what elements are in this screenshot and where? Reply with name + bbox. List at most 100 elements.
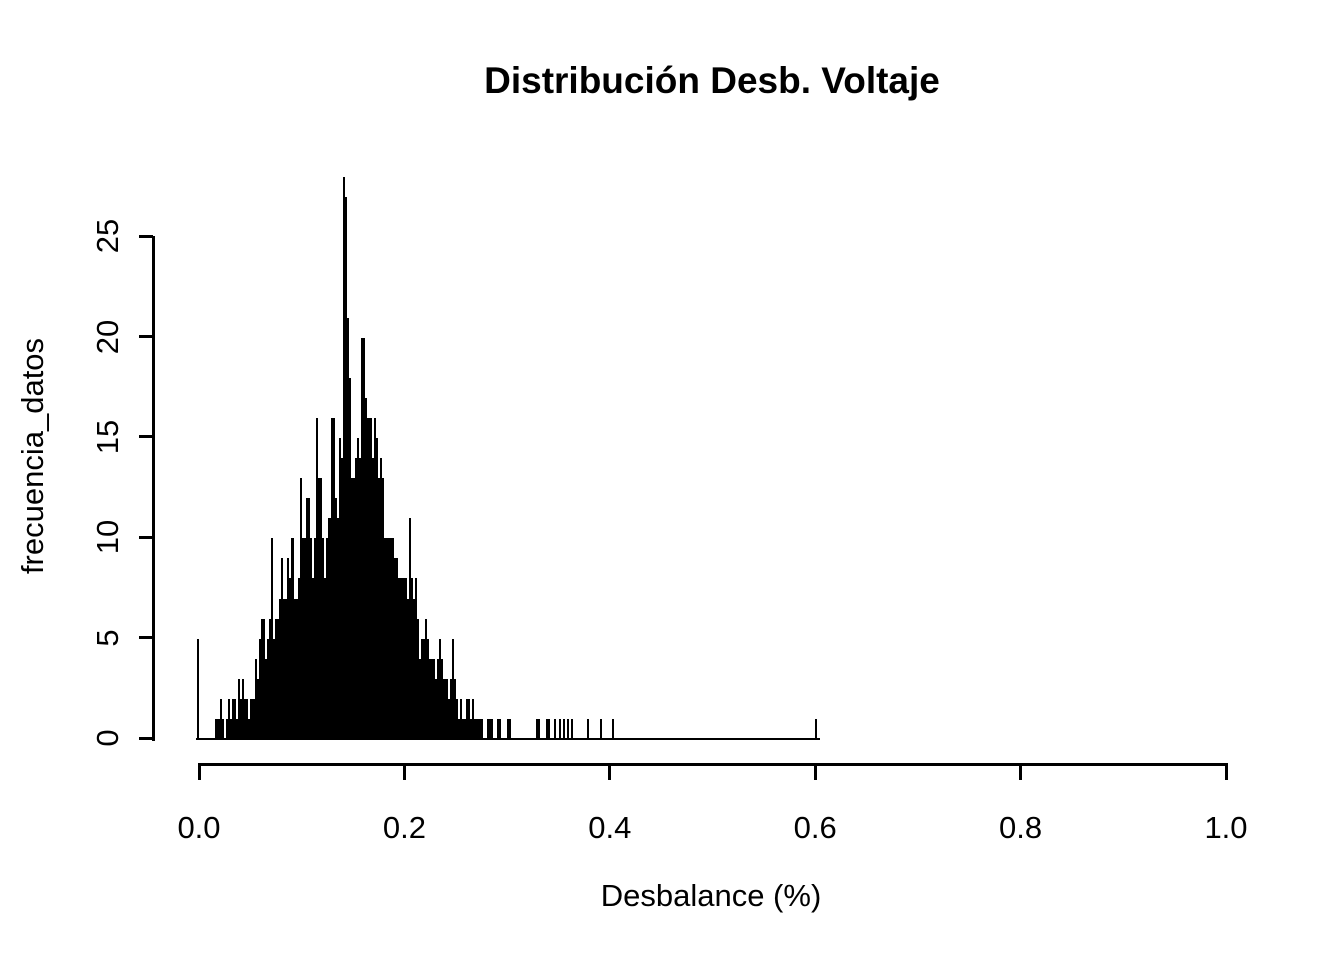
histogram-bar [491,719,493,739]
y-axis-label: frecuencia_datos [15,337,50,575]
histogram-bar [275,619,277,739]
histogram-bar [263,619,265,739]
histogram-bar [312,578,314,739]
histogram-bar [222,719,224,739]
histogram-bar [259,639,261,739]
histogram-bar [458,719,460,739]
histogram-bar [489,719,491,739]
histogram-bar [429,659,431,739]
histogram-bar [472,699,474,739]
histogram-bar [376,438,378,739]
histogram-baseline [196,738,820,740]
histogram-bar [417,619,419,739]
histogram-bar [197,639,199,739]
x-tick [1019,763,1023,780]
histogram-bar [372,458,374,739]
y-tick [139,335,153,339]
histogram-bar [345,197,347,739]
histogram-bar [277,619,279,739]
histogram-bar [394,558,396,739]
histogram-bar [600,719,602,739]
histogram-bar [347,318,349,739]
histogram-bar [337,518,339,739]
histogram-bar [361,338,363,739]
x-tick-label: 0.4 [588,810,632,845]
y-tick-label: 5 [90,628,125,647]
y-tick-label: 15 [90,419,125,455]
x-tick-label: 0.0 [177,810,221,845]
histogram-bar [384,538,386,739]
histogram-bar [448,699,450,739]
histogram-bar [480,719,483,739]
histogram-bar [587,719,589,739]
histogram-bar [257,679,259,739]
x-tick-label: 0.8 [999,810,1043,845]
histogram-bar [478,719,480,739]
histogram-bar [367,418,370,739]
y-tick [139,535,153,539]
histogram-bar [462,719,464,739]
x-tick [813,763,817,780]
histogram-bar [370,418,372,739]
histogram-bar [234,699,236,739]
histogram-bar [320,478,322,739]
histogram-bar [433,659,435,739]
y-tick [139,736,153,740]
histogram-bar [252,699,255,739]
chart-title: Distribución Desb. Voltaje [484,60,940,101]
histogram-bar [402,578,404,739]
histogram-bar [439,639,441,739]
histogram-bar [435,679,437,739]
histogram-bar [390,538,392,739]
histogram-bar [536,719,538,739]
histogram-bar [499,719,501,739]
histogram-bar [326,538,328,739]
histogram-bar [279,599,281,739]
histogram-bar [470,719,472,739]
histogram-bar [509,719,511,739]
histogram-bar [341,458,343,739]
histogram-bar [386,538,388,739]
histogram-bar [554,719,556,739]
histogram-bar [419,659,421,739]
histogram-bar [294,599,296,739]
histogram-bar [452,639,454,739]
histogram-bar [228,699,230,739]
histogram-bar [382,478,384,739]
histogram-bar [232,699,234,739]
histogram-bar [421,639,423,739]
histogram-bar [308,498,310,739]
histogram-bar [357,438,359,739]
x-tick [608,763,612,780]
histogram-bar [427,639,429,739]
histogram-bar [612,719,614,739]
histogram-bar [306,498,308,739]
histogram-bar [441,659,443,739]
x-axis-label: Desbalance (%) [600,878,822,913]
x-axis-line [198,763,1228,766]
histogram-bar [271,538,273,739]
histogram-bar [310,538,312,739]
histogram-bar [378,478,380,739]
histogram-bar [302,538,304,739]
y-axis-line [152,236,155,741]
histogram-bar [425,619,427,739]
x-tick [197,763,201,780]
histogram-bar [815,719,817,739]
histogram-bar [267,639,269,739]
histogram-bar [571,719,573,739]
x-tick [402,763,406,780]
histogram-bar [456,699,458,739]
histogram-bar [431,659,433,739]
histogram-bar [363,338,365,739]
histogram-bar [476,719,478,739]
histogram-bar [269,619,271,739]
histogram-bar [400,578,402,739]
histogram-bar [261,619,263,739]
histogram-bar [353,478,355,739]
histogram-bar [314,538,316,739]
histogram-bar [563,719,565,739]
histogram-bar [291,538,294,739]
histogram-bar [240,699,242,739]
